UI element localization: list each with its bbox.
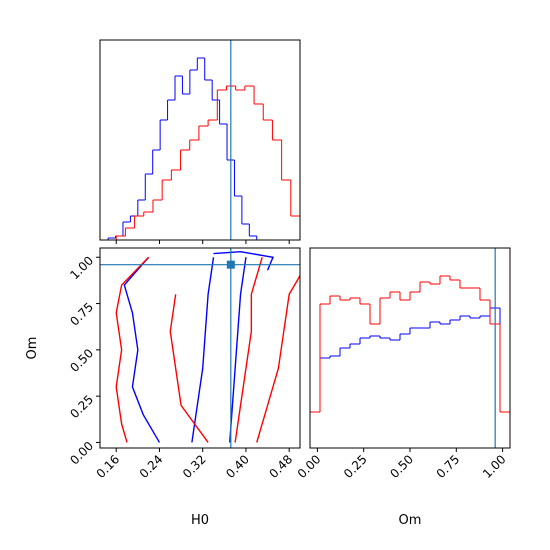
x-tick-label: 0.24 [137,452,166,481]
x-tick-label: 0.75 [434,452,463,481]
x-tick-label: 1.00 [480,452,509,481]
contour-line [256,275,301,443]
contour-line [229,257,247,443]
contour-line [169,294,209,443]
y-tick-label: 0.50 [67,346,96,375]
y-axis-label: Om [25,337,40,360]
y-tick-label: 0.25 [67,392,96,421]
y-tick-label: 0.00 [67,439,96,468]
contour-line [191,257,215,443]
contour-line [213,250,274,271]
y-tick-label: 0.75 [67,300,96,329]
plot-frame [99,39,301,241]
x-axis-label: Om [399,513,422,528]
x-tick-label: 0.25 [341,452,370,481]
plot-frame [99,247,301,449]
contour-line [115,256,150,443]
x-tick-label: 0.40 [223,452,252,481]
x-tick-label: 0.00 [295,452,324,481]
contour-line [234,257,263,443]
x-tick-label: 0.48 [267,452,296,481]
truth-marker [226,260,235,269]
x-tick-label: 0.50 [387,452,416,481]
x-axis-label: H0 [191,513,209,528]
x-tick-label: 0.16 [94,452,123,481]
x-tick-label: 0.32 [180,452,209,481]
y-tick-label: 1.00 [67,253,96,282]
contour-line [123,256,161,443]
